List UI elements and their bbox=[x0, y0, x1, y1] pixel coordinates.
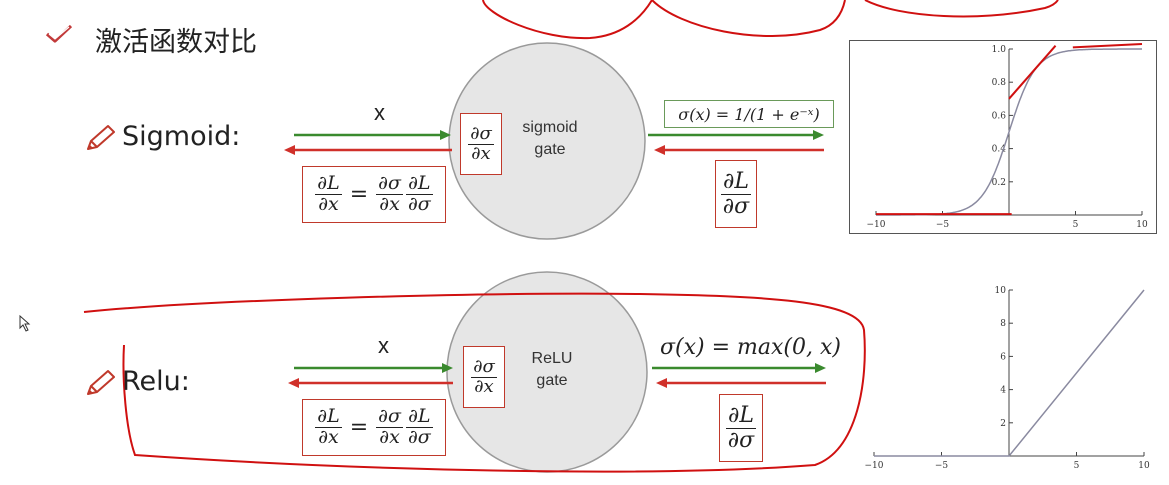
sigmoid-label: Sigmoid: bbox=[122, 121, 240, 152]
pencil-icon bbox=[84, 123, 118, 153]
sigmoid-local-gradient: ∂σ ∂x bbox=[460, 113, 502, 175]
relu-output-formula: σ(x) = max(0, x) bbox=[660, 335, 841, 360]
x-tick-label: −5 bbox=[936, 220, 950, 230]
y-tick-label: 0.8 bbox=[992, 78, 1007, 88]
pencil-icon bbox=[84, 368, 118, 398]
relu-plot: −10 −5 5 10 2 4 6 8 10 bbox=[862, 282, 1158, 472]
x-tick-label: 5 bbox=[1073, 220, 1079, 230]
relu-label: Relu: bbox=[122, 366, 190, 397]
sigmoid-gate-label: sigmoid gate bbox=[505, 117, 595, 160]
annotation-tangent-mid bbox=[1009, 46, 1056, 99]
sigmoid-chain-rule: ∂L ∂x = ∂σ ∂x ∂L ∂σ bbox=[302, 166, 446, 223]
y-tick-label: 1.0 bbox=[992, 45, 1007, 55]
sigmoid-input-label: x bbox=[374, 100, 385, 126]
x-tick-label: 10 bbox=[1136, 220, 1148, 230]
y-tick-label: 6 bbox=[1000, 352, 1006, 362]
sigmoid-plot: −10 −5 5 100.20.40.60.81.0 bbox=[849, 40, 1157, 234]
y-tick-label: 2 bbox=[1000, 419, 1006, 429]
relu-upstream-gradient: ∂L ∂σ bbox=[719, 394, 763, 462]
annotation-scribble-3 bbox=[865, 0, 1058, 16]
relu-input-label: x bbox=[378, 333, 389, 359]
mouse-cursor-icon bbox=[20, 316, 29, 331]
y-tick-label: 10 bbox=[995, 286, 1007, 296]
annotation-scribble-2 bbox=[652, 0, 845, 36]
x-tick-label: −5 bbox=[935, 461, 949, 471]
relu-gate-label: ReLU gate bbox=[507, 348, 597, 391]
x-tick-label: 10 bbox=[1138, 461, 1150, 471]
x-tick-label: −10 bbox=[867, 220, 886, 230]
annotation-scribble-1 bbox=[483, 0, 652, 38]
relu-chain-rule: ∂L ∂x = ∂σ ∂x ∂L ∂σ bbox=[302, 399, 446, 456]
y-tick-label: 0.2 bbox=[992, 178, 1006, 188]
relu-local-gradient: ∂σ ∂x bbox=[463, 346, 505, 408]
sigmoid-output-formula: σ(x) = 1/(1 + e⁻ˣ) bbox=[664, 100, 834, 128]
x-tick-label: 5 bbox=[1074, 461, 1080, 471]
y-tick-label: 4 bbox=[1000, 386, 1006, 396]
y-tick-label: 8 bbox=[1000, 319, 1006, 329]
sigmoid-upstream-gradient: ∂L ∂σ bbox=[715, 160, 757, 228]
annotation-tangent-high bbox=[1073, 44, 1142, 47]
x-tick-label: −10 bbox=[865, 461, 884, 471]
y-tick-label: 0.6 bbox=[992, 111, 1007, 121]
